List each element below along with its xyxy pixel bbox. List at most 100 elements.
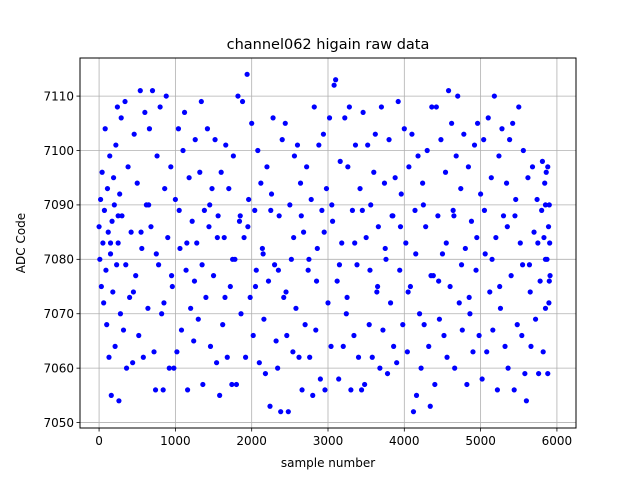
data-point xyxy=(235,93,241,99)
data-point xyxy=(325,300,331,306)
data-point xyxy=(319,207,325,213)
data-point xyxy=(423,224,429,230)
data-point xyxy=(374,289,380,295)
data-point xyxy=(122,98,128,105)
data-point xyxy=(526,262,533,268)
data-point xyxy=(346,104,352,110)
data-point xyxy=(542,180,548,186)
chart-title: channel062 higain raw data xyxy=(227,37,430,53)
data-point xyxy=(229,381,235,388)
data-point xyxy=(491,93,497,99)
data-point xyxy=(116,398,122,404)
data-point xyxy=(397,224,404,230)
data-point xyxy=(426,343,432,349)
data-point xyxy=(117,191,123,197)
data-point xyxy=(476,332,482,339)
data-point xyxy=(394,360,400,366)
data-point xyxy=(539,207,545,213)
data-point xyxy=(369,354,375,360)
data-point xyxy=(444,354,450,360)
data-point xyxy=(255,147,261,154)
data-point xyxy=(405,289,411,295)
data-point xyxy=(441,332,447,339)
data-point xyxy=(470,349,476,355)
data-point xyxy=(497,283,503,290)
data-point xyxy=(336,262,343,268)
data-point xyxy=(391,343,397,349)
data-point xyxy=(304,164,310,170)
data-point xyxy=(407,283,414,290)
data-point xyxy=(299,387,305,393)
data-point xyxy=(264,164,270,170)
data-point xyxy=(375,224,381,230)
data-point xyxy=(120,327,127,333)
y-tick-label: 7070 xyxy=(43,307,74,321)
data-point xyxy=(151,349,157,355)
data-point xyxy=(320,131,327,137)
data-point xyxy=(101,300,107,306)
data-point xyxy=(192,137,198,143)
data-point xyxy=(207,202,213,208)
data-point xyxy=(306,256,312,262)
data-point xyxy=(212,137,218,143)
data-point xyxy=(372,131,378,137)
data-point xyxy=(519,332,525,339)
data-point xyxy=(230,256,236,262)
data-point xyxy=(510,120,516,126)
data-point xyxy=(473,267,479,273)
data-point xyxy=(294,142,301,148)
data-point xyxy=(125,164,131,170)
x-tick-label: 0 xyxy=(95,434,103,448)
data-point xyxy=(479,376,485,382)
data-point xyxy=(496,153,502,159)
data-point xyxy=(247,294,253,301)
data-point xyxy=(293,305,299,311)
data-point xyxy=(123,365,130,371)
x-axis-label: sample number xyxy=(281,456,375,470)
data-point xyxy=(118,115,124,121)
data-point xyxy=(539,158,546,164)
data-point xyxy=(275,267,281,273)
data-point xyxy=(358,387,365,393)
data-point xyxy=(436,278,442,284)
y-tick-label: 7110 xyxy=(43,89,74,103)
data-point xyxy=(189,218,195,224)
data-point xyxy=(432,381,438,388)
data-point xyxy=(291,153,298,159)
data-point xyxy=(337,158,343,164)
data-point xyxy=(392,175,398,181)
data-point xyxy=(409,131,415,137)
data-point xyxy=(478,191,484,197)
data-point xyxy=(345,164,351,170)
data-point xyxy=(180,147,186,154)
data-point xyxy=(200,381,206,388)
data-point xyxy=(532,316,539,322)
data-point xyxy=(181,109,188,116)
data-point xyxy=(322,387,328,393)
data-point xyxy=(465,164,472,170)
data-point xyxy=(542,256,549,262)
data-point xyxy=(307,354,313,360)
data-point xyxy=(148,224,154,230)
data-point xyxy=(194,240,200,246)
data-point xyxy=(201,207,207,213)
data-point xyxy=(462,245,468,252)
x-tick-label: 1000 xyxy=(160,434,191,448)
data-point xyxy=(107,251,114,257)
data-point xyxy=(184,387,191,393)
data-point xyxy=(291,234,297,241)
x-tick-label: 6000 xyxy=(542,434,573,448)
data-point xyxy=(514,322,520,328)
data-point xyxy=(298,213,304,219)
data-point xyxy=(546,202,552,208)
data-point xyxy=(420,202,426,208)
data-point xyxy=(162,185,168,192)
data-point xyxy=(461,131,467,137)
data-point xyxy=(215,213,221,219)
data-point xyxy=(348,387,354,393)
data-point xyxy=(459,327,465,333)
data-point xyxy=(276,213,282,219)
data-point xyxy=(174,349,180,355)
